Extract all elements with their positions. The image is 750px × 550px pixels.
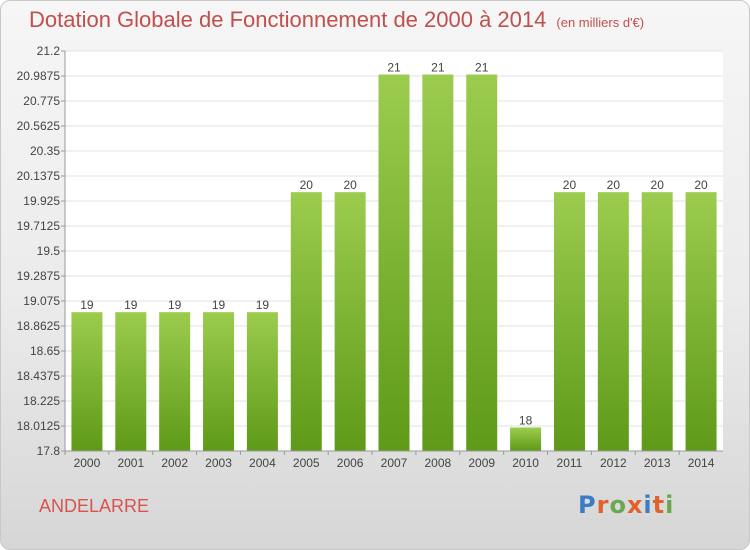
- data-label: 20: [694, 178, 708, 192]
- bar-2002: [159, 312, 191, 451]
- data-label: 19: [124, 298, 138, 312]
- bar-2014: [685, 192, 717, 452]
- y-tick-label: 18.225: [23, 394, 60, 408]
- logo-letter: r: [596, 491, 610, 519]
- logo-letter: P: [578, 491, 597, 519]
- chart-subtitle: (en milliers d'€): [556, 15, 645, 30]
- y-tick-label: 20.1375: [17, 169, 61, 183]
- data-label: 18: [519, 413, 533, 427]
- title-text: Dotation Globale de Fonctionnement de 20…: [29, 7, 547, 32]
- x-tick-label: 2006: [337, 456, 364, 470]
- y-tick-label: 19.925: [23, 194, 60, 208]
- y-tick-label: 20.35: [30, 144, 60, 158]
- bar-2011: [553, 192, 585, 452]
- y-tick-label: 17.8: [37, 444, 61, 458]
- bar-2012: [597, 192, 629, 452]
- data-label: 20: [300, 178, 314, 192]
- data-label: 19: [212, 298, 226, 312]
- data-label: 20: [563, 178, 577, 192]
- y-tick-label: 20.9875: [17, 69, 61, 83]
- y-tick-label: 18.4375: [17, 369, 61, 383]
- data-label: 19: [80, 298, 94, 312]
- data-label: 19: [256, 298, 270, 312]
- x-tick-label: 2012: [600, 456, 627, 470]
- data-label: 20: [607, 178, 621, 192]
- x-tick-label: 2003: [205, 456, 232, 470]
- logo-letter: i: [665, 491, 675, 519]
- bar-2008: [422, 74, 454, 451]
- bar-2000: [71, 312, 103, 451]
- logo-letter: t: [652, 491, 666, 519]
- chart-title: Dotation Globale de Fonctionnement de 20…: [29, 7, 644, 33]
- y-tick-label: 19.5: [37, 244, 61, 258]
- y-tick-label: 18.65: [30, 344, 60, 358]
- data-label: 21: [475, 61, 489, 75]
- bar-2003: [203, 312, 235, 451]
- x-tick-label: 2009: [468, 456, 495, 470]
- bar-2005: [290, 192, 322, 452]
- bar-2009: [466, 74, 498, 451]
- x-tick-label: 2004: [249, 456, 276, 470]
- bar-2010: [510, 427, 542, 451]
- y-tick-label: 18.8625: [17, 319, 61, 333]
- x-tick-label: 2007: [381, 456, 408, 470]
- bar-2001: [115, 312, 147, 451]
- x-tick-label: 2001: [117, 456, 144, 470]
- bar-2006: [334, 192, 366, 452]
- x-tick-label: 2013: [644, 456, 671, 470]
- logo-letter: x: [626, 491, 644, 519]
- y-tick-label: 20.5625: [17, 119, 61, 133]
- data-label: 21: [387, 61, 401, 75]
- x-tick-label: 2011: [557, 456, 583, 470]
- x-tick-label: 2000: [74, 456, 101, 470]
- y-tick-label: 20.775: [23, 94, 60, 108]
- logo-letter: o: [609, 491, 627, 519]
- x-tick-label: 2005: [293, 456, 320, 470]
- proxiti-logo[interactable]: Proxiti: [578, 491, 674, 519]
- y-tick-label: 21.2: [37, 44, 61, 58]
- data-label: 19: [168, 298, 182, 312]
- y-tick-label: 19.075: [23, 294, 60, 308]
- data-label: 21: [431, 61, 445, 75]
- x-tick-label: 2008: [425, 456, 452, 470]
- data-label: 20: [651, 178, 665, 192]
- y-tick-label: 19.7125: [17, 219, 61, 233]
- bar-2013: [641, 192, 673, 452]
- y-tick-label: 18.0125: [17, 419, 61, 433]
- x-tick-label: 2014: [688, 456, 715, 470]
- bar-2004: [246, 312, 278, 451]
- x-tick-label: 2002: [161, 456, 188, 470]
- data-label: 20: [343, 178, 357, 192]
- y-tick-label: 19.2875: [17, 269, 61, 283]
- x-tick-label: 2010: [512, 456, 539, 470]
- bar-2007: [378, 74, 410, 451]
- commune-name: ANDELARRE: [39, 496, 150, 516]
- logo-letter: i: [643, 491, 653, 519]
